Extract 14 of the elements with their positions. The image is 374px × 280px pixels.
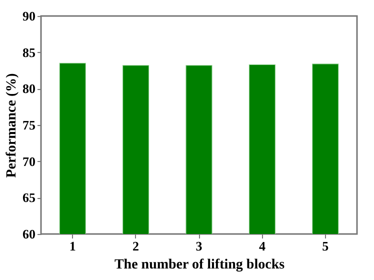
x-tick-label: 5	[322, 238, 330, 254]
y-tick-label: 85	[22, 44, 36, 60]
x-axis-title: The number of lifting blocks	[114, 258, 286, 272]
y-axis-title: Performance (%)	[4, 72, 20, 178]
x-tick-label: 3	[196, 238, 203, 254]
x-tick-label: 1	[69, 238, 76, 254]
x-tick-label: 2	[132, 238, 140, 254]
y-tick-label: 75	[22, 118, 36, 132]
y-tick-label: 90	[22, 8, 36, 24]
y-tick-label: 70	[22, 154, 36, 169]
x-tick-label: 4	[258, 238, 266, 254]
y-tick-label: 60	[22, 226, 36, 242]
y-tick-label: 80	[22, 81, 36, 96]
y-tick-label: 65	[22, 190, 36, 206]
